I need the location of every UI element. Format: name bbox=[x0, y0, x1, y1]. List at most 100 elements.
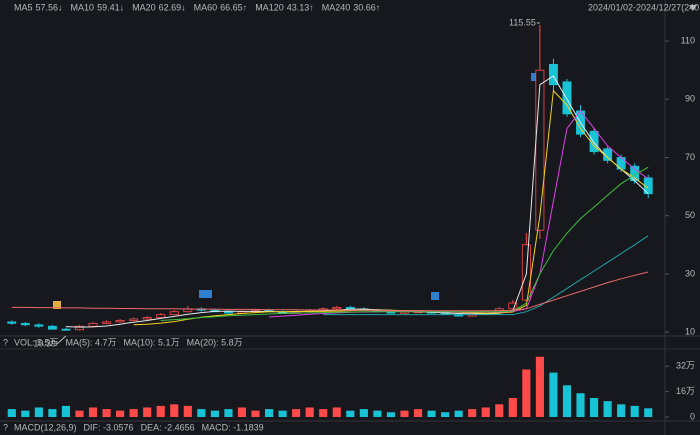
ma-line bbox=[160, 166, 649, 321]
volume-bar bbox=[34, 407, 43, 417]
volume-bar bbox=[265, 409, 274, 417]
volume-bar bbox=[359, 409, 368, 417]
volume-bar bbox=[346, 410, 355, 417]
y-tick-label: 10 bbox=[685, 326, 695, 336]
volume-bar bbox=[48, 409, 57, 417]
dropdown-arrow[interactable] bbox=[689, 5, 697, 11]
help-icon[interactable]: ? bbox=[3, 337, 8, 347]
volume-bar bbox=[61, 405, 70, 417]
volume-bar bbox=[549, 372, 558, 417]
volume-bar bbox=[21, 410, 30, 417]
volume-bar bbox=[129, 409, 138, 417]
candle-body bbox=[589, 130, 599, 153]
volume-bar bbox=[156, 405, 165, 417]
candle-body bbox=[535, 69, 545, 231]
candle-body bbox=[223, 311, 233, 314]
min-pointer bbox=[56, 335, 67, 345]
volume-bar bbox=[522, 369, 531, 417]
legend-text: 57.56↓ bbox=[36, 2, 63, 12]
volume-bar bbox=[535, 356, 544, 417]
y-tick-label: 30 bbox=[685, 268, 695, 278]
volume-bar bbox=[305, 407, 314, 417]
volume-bar bbox=[413, 409, 423, 417]
candle-body bbox=[75, 325, 84, 331]
volume-bar bbox=[278, 410, 287, 417]
candle-body bbox=[129, 318, 139, 321]
max-label: 115.55 bbox=[509, 17, 536, 27]
candle-body bbox=[156, 314, 166, 318]
volume-bar bbox=[237, 407, 247, 417]
legend-text: 66.65↑ bbox=[220, 2, 247, 12]
candle-body bbox=[47, 325, 57, 330]
event-marker[interactable] bbox=[531, 73, 539, 81]
help-icon[interactable]: ? bbox=[3, 422, 8, 432]
volume-bar bbox=[319, 409, 328, 417]
y-tick-label: 110 bbox=[681, 35, 695, 45]
candle-body bbox=[562, 81, 572, 115]
volume-bar bbox=[481, 407, 490, 417]
legend-text: DIF: -3.0576 bbox=[84, 422, 134, 432]
candle-body bbox=[20, 322, 30, 326]
legend-text: MACD(12,26,9) bbox=[14, 422, 77, 432]
legend-text: 30.66↑ bbox=[353, 2, 380, 12]
volume-bar bbox=[617, 404, 626, 417]
ma-line bbox=[11, 271, 649, 312]
legend-text: MA120 bbox=[255, 2, 284, 12]
legend-text: MA60 bbox=[194, 2, 218, 12]
legend-text: MA20 bbox=[132, 2, 156, 12]
volume-bar bbox=[590, 397, 599, 417]
volume-bar bbox=[386, 412, 395, 417]
volume-bar bbox=[576, 393, 585, 417]
volume-bar bbox=[495, 404, 504, 417]
legend-text: MA5 bbox=[14, 2, 33, 12]
candle-body bbox=[548, 63, 558, 86]
legend-text: MA(20): 5.8万 bbox=[187, 337, 243, 347]
volume-bar bbox=[210, 410, 219, 417]
min-label: 10.39 bbox=[33, 338, 56, 348]
volume-bar bbox=[143, 407, 152, 417]
event-marker[interactable] bbox=[53, 301, 61, 309]
volume-bar bbox=[292, 409, 301, 417]
y-tick-label: 32万 bbox=[676, 361, 695, 371]
volume-bar bbox=[251, 410, 260, 417]
volume-bar bbox=[508, 397, 517, 417]
legend-text: DEA: -2.4656 bbox=[141, 422, 195, 432]
volume-bar bbox=[373, 410, 382, 417]
legend-text: MA10 bbox=[71, 2, 95, 12]
volume-bar bbox=[468, 409, 477, 417]
volume-bar bbox=[170, 404, 179, 417]
y-tick-label: 0 bbox=[690, 411, 695, 421]
candle-body bbox=[115, 320, 125, 323]
y-tick-label: 16万 bbox=[676, 386, 695, 396]
legend-text: 59.41↓ bbox=[97, 2, 124, 12]
volume-bar bbox=[102, 409, 111, 417]
legend-text: 43.13↑ bbox=[287, 2, 314, 12]
y-tick-label: 90 bbox=[685, 94, 695, 104]
y-tick-label: 50 bbox=[685, 210, 695, 220]
volume-bar bbox=[562, 385, 572, 417]
candle-body bbox=[88, 322, 98, 327]
volume-bar bbox=[630, 405, 639, 417]
legend-text: VOL: 5.5万 bbox=[14, 337, 59, 347]
candle-body bbox=[142, 317, 152, 320]
candle-body bbox=[345, 306, 355, 310]
ma-line bbox=[65, 75, 649, 328]
volume-bar bbox=[75, 410, 84, 417]
volume-bar bbox=[197, 409, 206, 417]
legend-text: MA(5): 4.7万 bbox=[66, 337, 117, 347]
event-marker[interactable] bbox=[199, 290, 212, 298]
volume-bar bbox=[400, 410, 409, 417]
event-marker[interactable] bbox=[431, 292, 439, 300]
ma-line bbox=[323, 235, 649, 316]
volume-bar bbox=[224, 409, 233, 417]
candle-body bbox=[508, 302, 518, 310]
y-tick-label: 70 bbox=[685, 152, 695, 162]
candle-body bbox=[616, 157, 626, 170]
candle-body bbox=[102, 321, 112, 324]
volume-bar bbox=[332, 407, 341, 417]
legend-text: MA240 bbox=[322, 2, 351, 12]
candle-body bbox=[7, 321, 17, 324]
volume-bar bbox=[454, 410, 463, 417]
